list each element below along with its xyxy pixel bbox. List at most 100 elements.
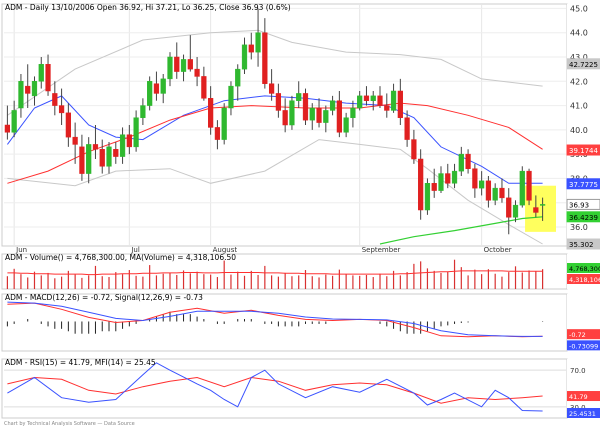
- rsi-value-tag-label: 41.79: [569, 393, 588, 401]
- footer-credit: Chart by Technical Analysis Software — D…: [4, 421, 135, 427]
- candle-body: [309, 107, 315, 121]
- price-value-tag: [566, 211, 600, 223]
- candle-body: [25, 85, 31, 94]
- candle-body: [472, 168, 478, 189]
- candle-body: [370, 95, 376, 101]
- volume-value-tag: [567, 263, 600, 273]
- candle-body: [384, 105, 390, 111]
- candle-body: [79, 146, 85, 174]
- candle-body: [363, 95, 370, 101]
- candle-body: [106, 146, 112, 167]
- candle-body: [526, 170, 532, 201]
- candle-body: [418, 158, 424, 211]
- candle-body: [289, 100, 295, 126]
- candle-body: [92, 144, 99, 150]
- price-value-tag-label: 36.93: [569, 201, 589, 209]
- price-value-tag: [566, 144, 600, 156]
- price-value-tag-label: 35.302: [569, 241, 594, 249]
- macd-panel: [1, 293, 568, 352]
- candle-body: [485, 180, 492, 201]
- price-value-tag-label: 36.4239: [569, 214, 598, 222]
- price-value-tag: [566, 238, 600, 250]
- month-label: August: [213, 246, 238, 254]
- candle-body: [18, 81, 24, 109]
- sma-20-line: [6, 95, 543, 184]
- candle-body: [201, 76, 207, 99]
- price-value-tag-label: 39.1744: [569, 147, 598, 155]
- price-tick-label: 42.0: [570, 77, 588, 86]
- candle-body: [316, 107, 322, 123]
- candle-body: [208, 98, 214, 128]
- candle-body: [275, 93, 282, 111]
- candle-body: [350, 107, 356, 118]
- candle-body: [119, 134, 126, 157]
- candle-body: [160, 78, 166, 94]
- candle-body: [187, 59, 193, 70]
- rsi-tick-label: 70.0: [570, 367, 586, 375]
- volume-value-tag-label: 4,318,106: [569, 276, 600, 284]
- price-tick-label: 40.0: [570, 126, 588, 135]
- macd-value-tag-label: -0.72: [569, 331, 586, 339]
- candle-body: [11, 110, 17, 133]
- rsi-panel: [1, 358, 568, 419]
- volume-ma-line: [7, 270, 543, 276]
- candle-body: [153, 83, 160, 94]
- price-tick-label: 43.0: [570, 53, 588, 62]
- candle-body: [268, 83, 275, 94]
- candle-body: [336, 100, 342, 133]
- month-label: October: [484, 246, 512, 254]
- candle-body: [214, 127, 221, 140]
- candle-body: [241, 44, 248, 70]
- lower-band-line: [7, 139, 543, 245]
- candle-body: [479, 180, 485, 189]
- candle-body: [235, 68, 241, 87]
- candle-body: [86, 144, 92, 174]
- candle-body: [492, 187, 498, 201]
- candle-body: [262, 32, 268, 84]
- candle-body: [65, 112, 71, 138]
- candle-body: [499, 187, 505, 199]
- candle-body: [506, 197, 512, 218]
- candle-body: [519, 170, 525, 206]
- rsi-series-line: [7, 362, 543, 412]
- candle-body: [343, 117, 349, 133]
- candle-body: [180, 59, 187, 72]
- candle-body: [438, 173, 444, 191]
- candle-body: [282, 110, 288, 126]
- rsi-series-line: [7, 376, 543, 404]
- candle-body: [167, 56, 173, 80]
- macd-series-line: [7, 302, 543, 338]
- rsi-value-tag-label: 25.4531: [569, 410, 596, 418]
- macd-value-tag-label: -0.73099: [569, 342, 598, 350]
- candle-body: [147, 81, 153, 106]
- candle-body: [404, 117, 410, 140]
- price-tick-label: 41.0: [570, 102, 588, 111]
- candle-body: [194, 68, 200, 77]
- candle-body: [458, 153, 464, 172]
- upper-band-line: [7, 29, 543, 116]
- sma-200-line: [379, 216, 543, 245]
- price-value-tag: [566, 178, 600, 190]
- candle-body: [329, 100, 336, 111]
- candle-body: [431, 183, 437, 191]
- candle-body: [255, 32, 261, 53]
- candle-body: [52, 93, 58, 106]
- candle-body: [296, 93, 302, 101]
- volume-value-tag-label: 4,768,300: [569, 265, 600, 273]
- price-title: ADM - Daily 13/10/2006 Open 36.92, Hi 37…: [5, 3, 291, 12]
- price-value-tag-label: 37.7775: [569, 181, 598, 189]
- candle-body: [302, 93, 309, 121]
- macd-title: ADM - MACD(12,26) = -0.72, Signal(12,26,…: [5, 293, 203, 302]
- candle-body: [512, 204, 519, 218]
- candle-body: [533, 207, 539, 213]
- candle-body: [58, 105, 65, 114]
- candle-body: [126, 134, 132, 148]
- candle-body: [45, 64, 51, 92]
- volume-panel: [1, 253, 568, 290]
- candle-body: [38, 64, 44, 82]
- candle-body: [445, 173, 451, 184]
- macd-value-tag: [567, 329, 600, 340]
- candle-body: [133, 117, 139, 148]
- rsi-value-tag: [567, 408, 600, 419]
